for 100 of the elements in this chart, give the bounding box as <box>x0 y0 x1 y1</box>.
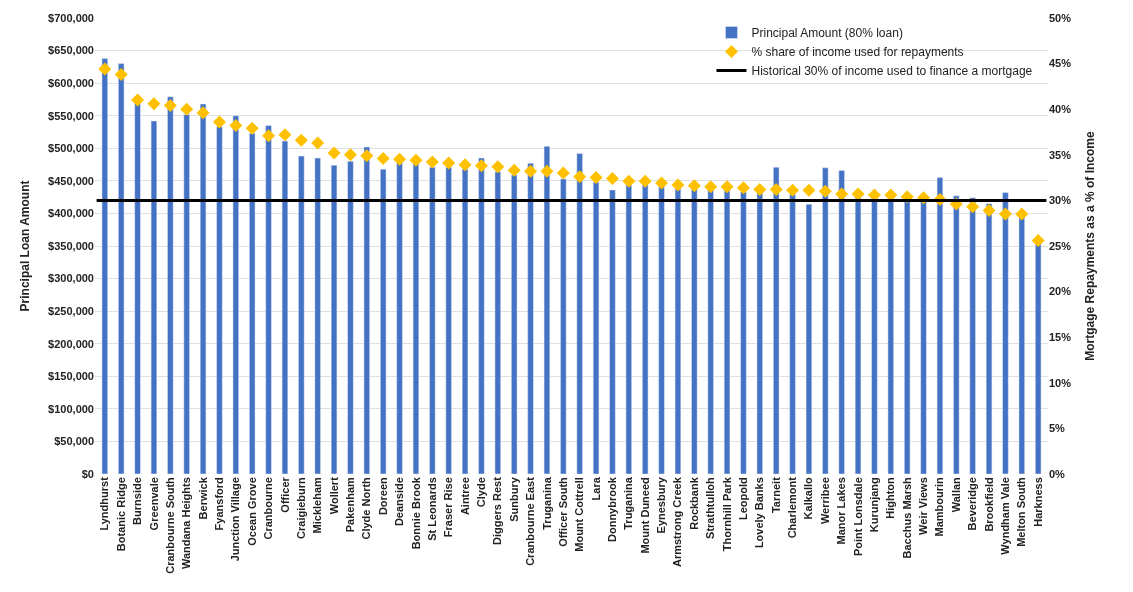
x-tick-label: Harkness <box>1031 477 1044 527</box>
x-tick-label: Brookfield <box>982 477 995 532</box>
point <box>835 187 849 201</box>
point <box>442 156 456 170</box>
point <box>131 93 145 107</box>
y2-tick-label: 30% <box>1049 194 1072 207</box>
point <box>1031 234 1045 248</box>
x-tick-label: Fraser Rise <box>442 477 455 538</box>
y-tick-label: $350,000 <box>48 239 94 252</box>
point <box>311 136 325 150</box>
point <box>573 170 587 184</box>
x-tick-label: Lyndhurst <box>98 476 111 531</box>
x-tick-label: Doreen <box>376 476 389 516</box>
bar <box>314 157 321 474</box>
point <box>278 128 292 142</box>
point <box>98 62 112 76</box>
bar <box>642 184 649 474</box>
legend-label: % share of income used for repayments <box>751 45 964 60</box>
point <box>229 119 243 133</box>
x-tick-label: Kurunjang <box>868 477 881 533</box>
x-tick-label: Greenvale <box>147 477 160 531</box>
bar <box>461 168 469 474</box>
x-tick-label: Wollert <box>327 476 340 515</box>
x-tick-label: Eynesbury <box>655 476 668 534</box>
point <box>605 172 619 186</box>
point <box>245 121 259 135</box>
point <box>327 146 341 160</box>
y-tick-label: $400,000 <box>48 207 94 220</box>
point <box>687 179 701 193</box>
x-tick-label: Mount Cottrell <box>573 477 586 552</box>
x-tick-label: Truganina <box>540 476 553 530</box>
point <box>262 129 276 143</box>
x-tick-label: Cranbourne <box>262 477 275 540</box>
y-tick-label: $450,000 <box>48 174 94 187</box>
x-tick-label: Lara <box>589 476 602 501</box>
point <box>982 203 996 217</box>
x-tick-label: Charlemont <box>786 476 799 539</box>
y2-axis-title: Mortgage Repayments as a % of Income <box>1083 130 1098 361</box>
point <box>998 207 1012 221</box>
bar <box>1002 192 1009 474</box>
x-tick-label: Berwick <box>196 476 209 520</box>
y-tick-label: $700,000 <box>48 11 94 24</box>
y2-tick-label: 40% <box>1049 103 1072 116</box>
point <box>376 151 390 165</box>
y2-tick-label: 50% <box>1049 11 1072 24</box>
bar <box>199 103 207 474</box>
bar <box>560 178 567 474</box>
bar <box>658 186 665 474</box>
x-tick-label: Thornhill Park <box>720 476 733 552</box>
bar <box>723 188 731 474</box>
y-tick-label: $250,000 <box>48 304 94 317</box>
bar <box>330 164 338 474</box>
bar <box>281 140 289 474</box>
point <box>966 200 980 214</box>
bar <box>953 195 960 474</box>
bar <box>887 198 894 474</box>
bar <box>805 204 813 474</box>
x-tick-label: Cranbourne East <box>524 476 537 566</box>
bar <box>298 155 305 474</box>
bar <box>478 157 485 474</box>
x-tick-label: Officer South <box>556 476 569 547</box>
point <box>851 187 865 201</box>
y2-tick-label: 35% <box>1049 148 1072 161</box>
point <box>491 160 505 174</box>
x-tick-label: Bonnie Brook <box>409 476 422 550</box>
x-tick-label: Burnside <box>131 477 144 525</box>
y-tick-label: $650,000 <box>48 44 94 57</box>
x-tick-label: Botanic Ridge <box>114 477 127 552</box>
bar <box>838 170 845 474</box>
y2-tick-label: 5% <box>1049 422 1066 435</box>
x-tick-label: Leopold <box>737 477 750 520</box>
bar <box>249 133 256 474</box>
x-tick-label: St Leonards <box>425 477 438 541</box>
point <box>671 178 685 192</box>
y-tick-label: $500,000 <box>48 142 94 155</box>
point <box>556 166 570 180</box>
bar <box>232 115 239 474</box>
y2-tick-label: 45% <box>1049 57 1072 70</box>
x-tick-label: Fyansford <box>213 477 226 531</box>
bar <box>674 188 682 474</box>
x-tick-label: Strathtulloh <box>704 476 717 539</box>
point <box>769 182 783 196</box>
x-tick-label: Mount Duneed <box>638 477 651 554</box>
point <box>180 102 194 116</box>
bar <box>183 114 190 474</box>
bar <box>756 191 763 474</box>
point <box>458 158 472 172</box>
bar <box>789 193 796 474</box>
y2-tick-label: 15% <box>1049 331 1072 344</box>
bar <box>265 125 272 474</box>
point <box>393 152 407 166</box>
x-tick-label: Armstrong Creek <box>671 476 684 568</box>
point <box>409 153 423 167</box>
x-tick-label: Point Lonsdale <box>851 477 864 557</box>
y-tick-label: $300,000 <box>48 272 94 285</box>
bar <box>871 196 878 474</box>
point <box>655 176 669 190</box>
x-tick-label: Werribee <box>818 477 831 525</box>
bar <box>527 163 534 474</box>
x-tick-label: Manor Lakes <box>835 477 848 545</box>
